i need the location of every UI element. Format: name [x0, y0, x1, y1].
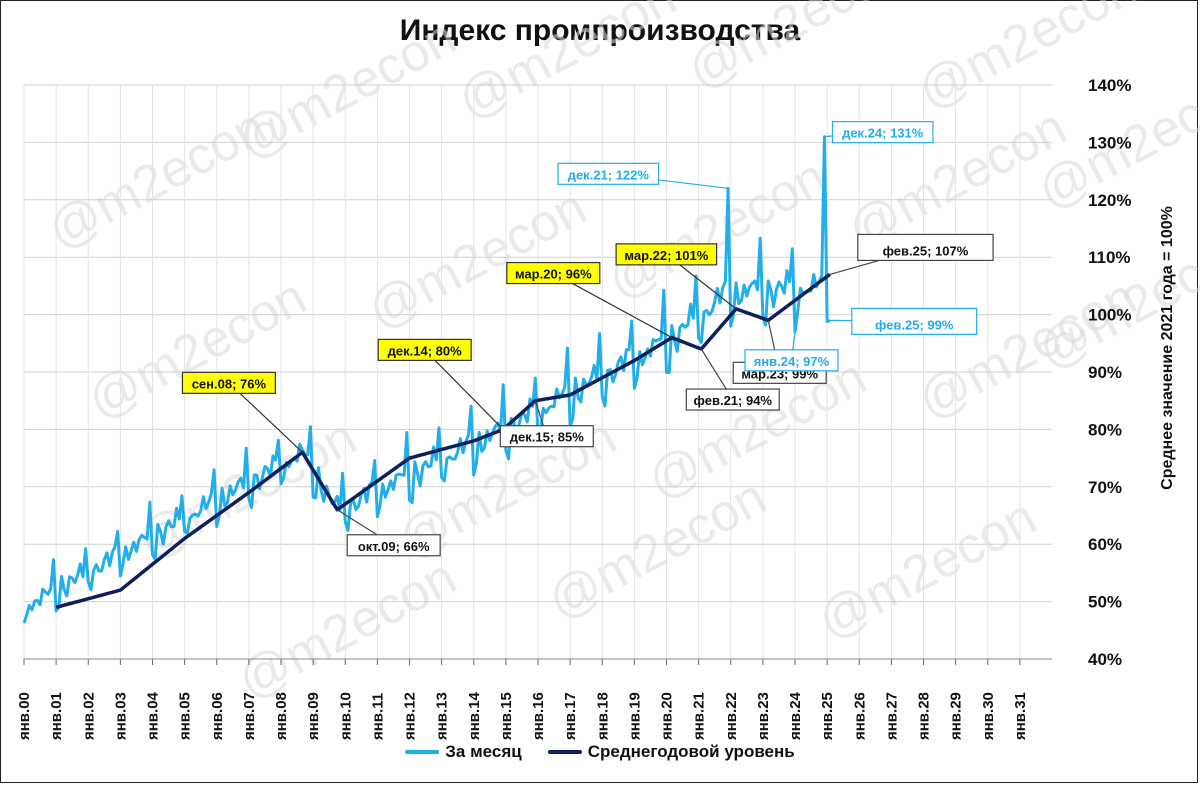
y-tick-label: 80% — [1088, 420, 1122, 439]
x-tick-label: янв.10 — [337, 692, 354, 740]
x-tick-label: янв.07 — [241, 692, 258, 740]
x-tick-label: янв.17 — [562, 692, 579, 740]
callout-box — [685, 388, 780, 411]
x-tick-label: янв.22 — [723, 692, 740, 740]
x-tick-label: янв.24 — [787, 691, 804, 740]
y-tick-label: 130% — [1088, 133, 1131, 152]
legend-item-monthly: За месяц — [405, 742, 522, 762]
callout-leader — [228, 382, 303, 453]
watermark-text: @m2econ — [228, 548, 465, 711]
legend-label-annual: Среднегодовой уровень — [587, 742, 795, 761]
callout-box — [346, 534, 441, 557]
y-tick-label: 120% — [1088, 191, 1131, 210]
callout-label: дек.21; 122% — [568, 167, 650, 182]
y-axis-label: Среднее значение 2021 года = 100% — [1159, 206, 1176, 490]
callout-box — [506, 261, 601, 285]
y-tick-label: 70% — [1088, 478, 1122, 497]
callout-box — [181, 371, 276, 394]
x-tick-label: янв.31 — [1012, 692, 1029, 740]
x-tick-label: янв.26 — [851, 692, 868, 740]
series-monthly-line — [22, 135, 831, 624]
callout-label: сен.08; 76% — [192, 376, 267, 391]
x-tick-label: янв.11 — [369, 693, 386, 740]
callout-box — [857, 233, 994, 262]
x-tick-label: янв.03 — [112, 692, 129, 740]
x-tick-label: янв.25 — [819, 692, 836, 740]
x-tick-label: янв.30 — [980, 692, 997, 740]
legend: За месяц Среднегодовой уровень — [0, 742, 1200, 762]
callout-label: окт.09; 66% — [358, 539, 430, 554]
watermark-text: @m2econ — [808, 488, 1045, 651]
callout-label: фев.21; 94% — [694, 393, 773, 408]
x-tick-label: янв.09 — [305, 692, 322, 740]
x-tick-label: янв.18 — [594, 692, 611, 740]
series-layer — [22, 135, 831, 624]
series-annual-line — [55, 273, 831, 610]
callout-box — [615, 243, 718, 266]
x-tick-label: янв.29 — [948, 692, 965, 740]
watermark-text: @m2econ — [358, 178, 595, 341]
x-tick-label: янв.01 — [48, 692, 65, 740]
watermark-text: @m2econ — [908, 0, 1145, 121]
x-tick-label: янв.13 — [434, 692, 451, 740]
callout-box — [557, 162, 660, 185]
x-tick-label: янв.12 — [402, 692, 419, 740]
watermark-text: @m2econ — [228, 8, 465, 171]
callout-label: дек.15; 85% — [510, 430, 584, 445]
x-tick-label: янв.08 — [273, 692, 290, 740]
watermark-text: @m2econ — [78, 268, 315, 431]
x-tick-label: янв.00 — [16, 692, 33, 740]
callout-box — [744, 349, 839, 372]
y-tick-label: 110% — [1088, 248, 1131, 267]
watermark-text: @m2econ — [678, 0, 915, 101]
watermark-layer: @m2econ@m2econ@m2econ@m2econ@m2econ@m2ec… — [38, 0, 1200, 711]
callout-label: фев.25; 107% — [883, 243, 969, 258]
watermark-text: @m2econ — [448, 0, 685, 131]
x-tick-label: янв.04 — [145, 691, 162, 740]
x-tick-label: янв.28 — [916, 692, 933, 740]
callout-label: дек.24; 131% — [842, 126, 924, 141]
callout-box — [831, 121, 934, 144]
callout-label: янв.24; 97% — [754, 354, 830, 369]
annotation-layer: сен.08; 76% окт.09; 66% дек.14; 80% дек.15;… — [181, 121, 994, 557]
callout-box — [377, 338, 472, 361]
x-tick-label: янв.20 — [659, 692, 676, 740]
legend-item-annual: Среднегодовой уровень — [547, 742, 795, 762]
y-tick-label: 100% — [1088, 306, 1131, 325]
callout-box — [851, 307, 978, 335]
y-tick-label: 140% — [1088, 76, 1131, 95]
x-tick-label: янв.19 — [626, 692, 643, 740]
chart-title: Индекс промпроизводства — [399, 14, 801, 47]
x-tick-label: янв.23 — [755, 692, 772, 740]
callout-label: мар.22; 101% — [624, 248, 708, 263]
x-tick-label: янв.14 — [466, 691, 483, 740]
x-tick-label: янв.16 — [530, 692, 547, 740]
x-tick-label: янв.15 — [498, 692, 515, 740]
axis-layer: 40% 50% 60% 70% 80% 90% 100% 110% 120% 130% 140% ян… — [16, 76, 1131, 740]
callout-label: фев.25; 99% — [875, 317, 954, 332]
callout-label: дек.14; 80% — [388, 343, 462, 358]
x-tick-label: янв.06 — [209, 692, 226, 740]
callout-leader — [424, 349, 504, 430]
callout-label: мар.20; 96% — [515, 267, 592, 282]
y-tick-label: 50% — [1088, 593, 1122, 612]
legend-label-monthly: За месяц — [445, 742, 522, 761]
x-tick-label: янв.27 — [883, 692, 900, 740]
legend-swatch-monthly — [405, 750, 440, 754]
legend-swatch-annual — [547, 750, 582, 754]
y-tick-label: 40% — [1088, 650, 1122, 669]
y-tick-label: 60% — [1088, 535, 1122, 554]
x-tick-label: янв.05 — [177, 692, 194, 740]
callout-box — [499, 425, 594, 448]
x-tick-label: янв.02 — [80, 692, 97, 740]
x-tick-label: янв.21 — [691, 692, 708, 740]
y-tick-label: 90% — [1088, 363, 1122, 382]
